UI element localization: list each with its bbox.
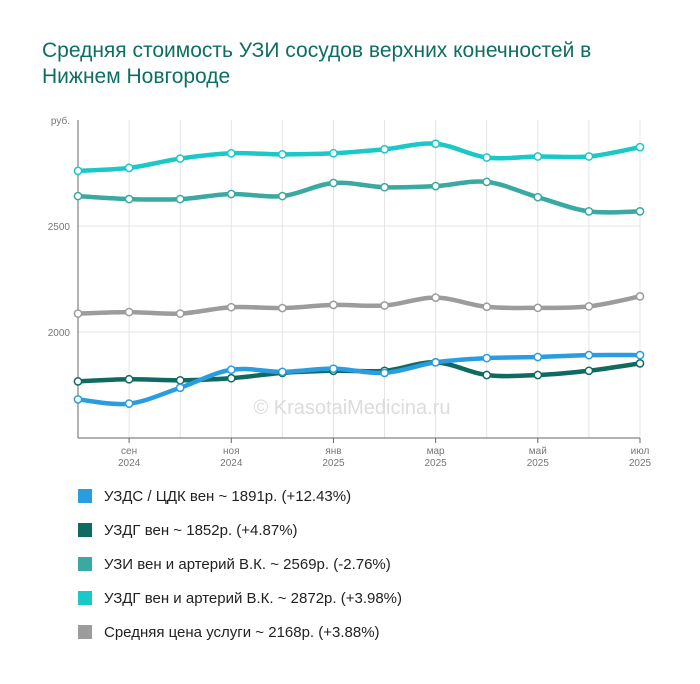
data-point	[635, 292, 645, 301]
x-tick-month: июл	[631, 446, 650, 457]
legend-swatch	[78, 591, 92, 605]
watermark: © KrasotaiMedicina.ru	[253, 397, 450, 419]
legend-label: УЗДГ вен ~ 1852р. (+4.87%)	[104, 521, 298, 539]
chart-title: Средняя стоимость УЗИ сосудов верхних ко…	[42, 39, 592, 88]
legend-item: УЗИ вен и артерий В.К. ~ 2569р. (-2.76%)	[78, 554, 391, 574]
x-tick-year: 2025	[629, 458, 652, 469]
data-point	[533, 192, 543, 202]
line-chart: 20002500руб.сен2024ноя2024янв2025мар2025…	[48, 115, 652, 469]
data-point	[380, 368, 389, 378]
data-point	[635, 142, 645, 152]
data-point	[584, 350, 594, 360]
x-tick-month: сен	[121, 446, 137, 457]
series-line	[75, 141, 643, 174]
legend-item: УЗДГ вен и артерий В.К. ~ 2872р. (+3.98%…	[78, 588, 402, 608]
data-point	[175, 194, 185, 204]
data-point	[482, 370, 492, 380]
x-tick-year: 2025	[322, 458, 345, 469]
data-point	[329, 178, 338, 188]
data-point	[584, 366, 594, 376]
legend-swatch	[78, 523, 92, 537]
data-point	[124, 194, 134, 204]
legend-swatch	[78, 557, 92, 571]
legend-item: УЗДС / ЦДК вен ~ 1891р. (+12.43%)	[78, 486, 351, 506]
x-tick-month: май	[529, 446, 547, 457]
data-point	[635, 350, 645, 360]
data-point	[124, 399, 134, 409]
data-point	[73, 395, 83, 404]
data-point	[226, 365, 236, 375]
data-point	[584, 301, 594, 311]
data-point	[175, 375, 185, 385]
y-tick-label: 2000	[48, 328, 71, 339]
y-tick-label: 2500	[48, 222, 71, 233]
data-point	[584, 152, 594, 161]
data-point	[431, 181, 440, 191]
x-tick-year: 2024	[118, 458, 141, 469]
legend-label: УЗИ вен и артерий В.К. ~ 2569р. (-2.76%)	[104, 555, 391, 573]
data-point	[431, 293, 440, 303]
data-point	[73, 309, 83, 318]
y-unit-label: руб.	[51, 115, 70, 127]
data-point	[482, 153, 492, 162]
data-point	[482, 302, 492, 312]
data-point	[124, 374, 134, 384]
x-tick-year: 2025	[425, 458, 448, 469]
data-point	[584, 207, 594, 216]
data-point	[175, 154, 185, 163]
data-point	[635, 359, 645, 368]
data-point	[73, 166, 83, 176]
data-point	[329, 300, 338, 310]
x-tick-year: 2024	[220, 458, 243, 469]
data-point	[278, 303, 287, 313]
data-point	[226, 373, 236, 383]
series-line	[75, 179, 643, 215]
data-point	[278, 149, 287, 159]
data-point	[329, 364, 338, 374]
data-point	[431, 139, 440, 149]
data-point	[278, 367, 287, 377]
data-point	[482, 177, 492, 187]
x-tick-month: мар	[427, 446, 445, 457]
data-point	[226, 189, 236, 199]
legend-label: УЗДГ вен и артерий В.К. ~ 2872р. (+3.98%…	[104, 589, 403, 607]
data-point	[175, 383, 185, 393]
data-point	[278, 191, 287, 201]
data-point	[380, 182, 389, 192]
data-point	[380, 144, 389, 154]
legend-label: УЗДС / ЦДК вен ~ 1891р. (+12.43%)	[104, 487, 352, 505]
legend-swatch	[78, 489, 92, 503]
data-point	[431, 357, 440, 367]
x-tick-year: 2025	[527, 458, 550, 469]
data-point	[635, 207, 645, 216]
data-point	[482, 353, 492, 363]
legend-label: Средняя цена услуги ~ 2168р. (+3.88%)	[104, 623, 380, 641]
data-point	[175, 309, 185, 318]
data-point	[124, 307, 134, 317]
data-point	[73, 191, 83, 201]
data-point	[533, 352, 543, 362]
data-point	[226, 302, 236, 312]
x-tick-month: ноя	[223, 446, 240, 457]
series-line	[75, 294, 643, 316]
x-tick-month: янв	[325, 446, 341, 457]
data-point	[226, 148, 236, 158]
legend-item: Средняя цена услуги ~ 2168р. (+3.88%)	[78, 622, 380, 642]
data-point	[73, 377, 83, 386]
data-point	[329, 148, 338, 158]
legend-swatch	[78, 625, 92, 639]
data-point	[124, 163, 134, 173]
data-point	[533, 370, 543, 380]
data-point	[533, 152, 543, 161]
data-point	[533, 303, 543, 313]
data-point	[380, 301, 389, 310]
legend-item: УЗДГ вен ~ 1852р. (+4.87%)	[78, 520, 298, 540]
